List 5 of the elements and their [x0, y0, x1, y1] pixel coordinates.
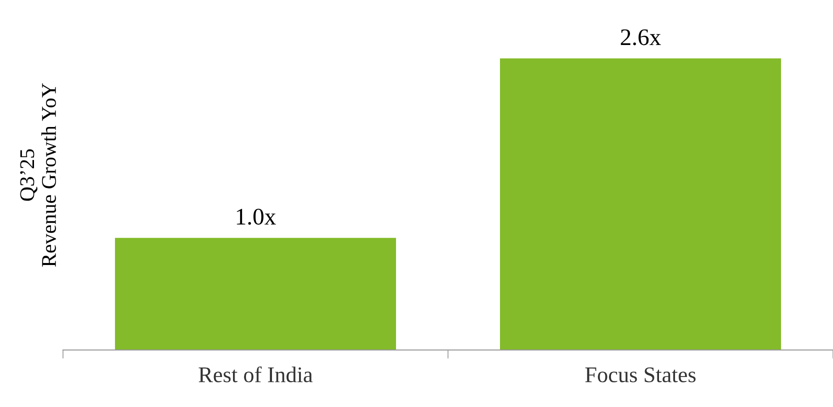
x-tick-label: Rest of India — [198, 366, 313, 382]
x-tick-label: Focus States — [585, 367, 696, 382]
data-label: 1.0x — [236, 208, 276, 225]
data-label: 2.6x — [620, 29, 661, 46]
y-axis-title: Q3’25 Revenue Growth YoY — [20, 83, 56, 267]
